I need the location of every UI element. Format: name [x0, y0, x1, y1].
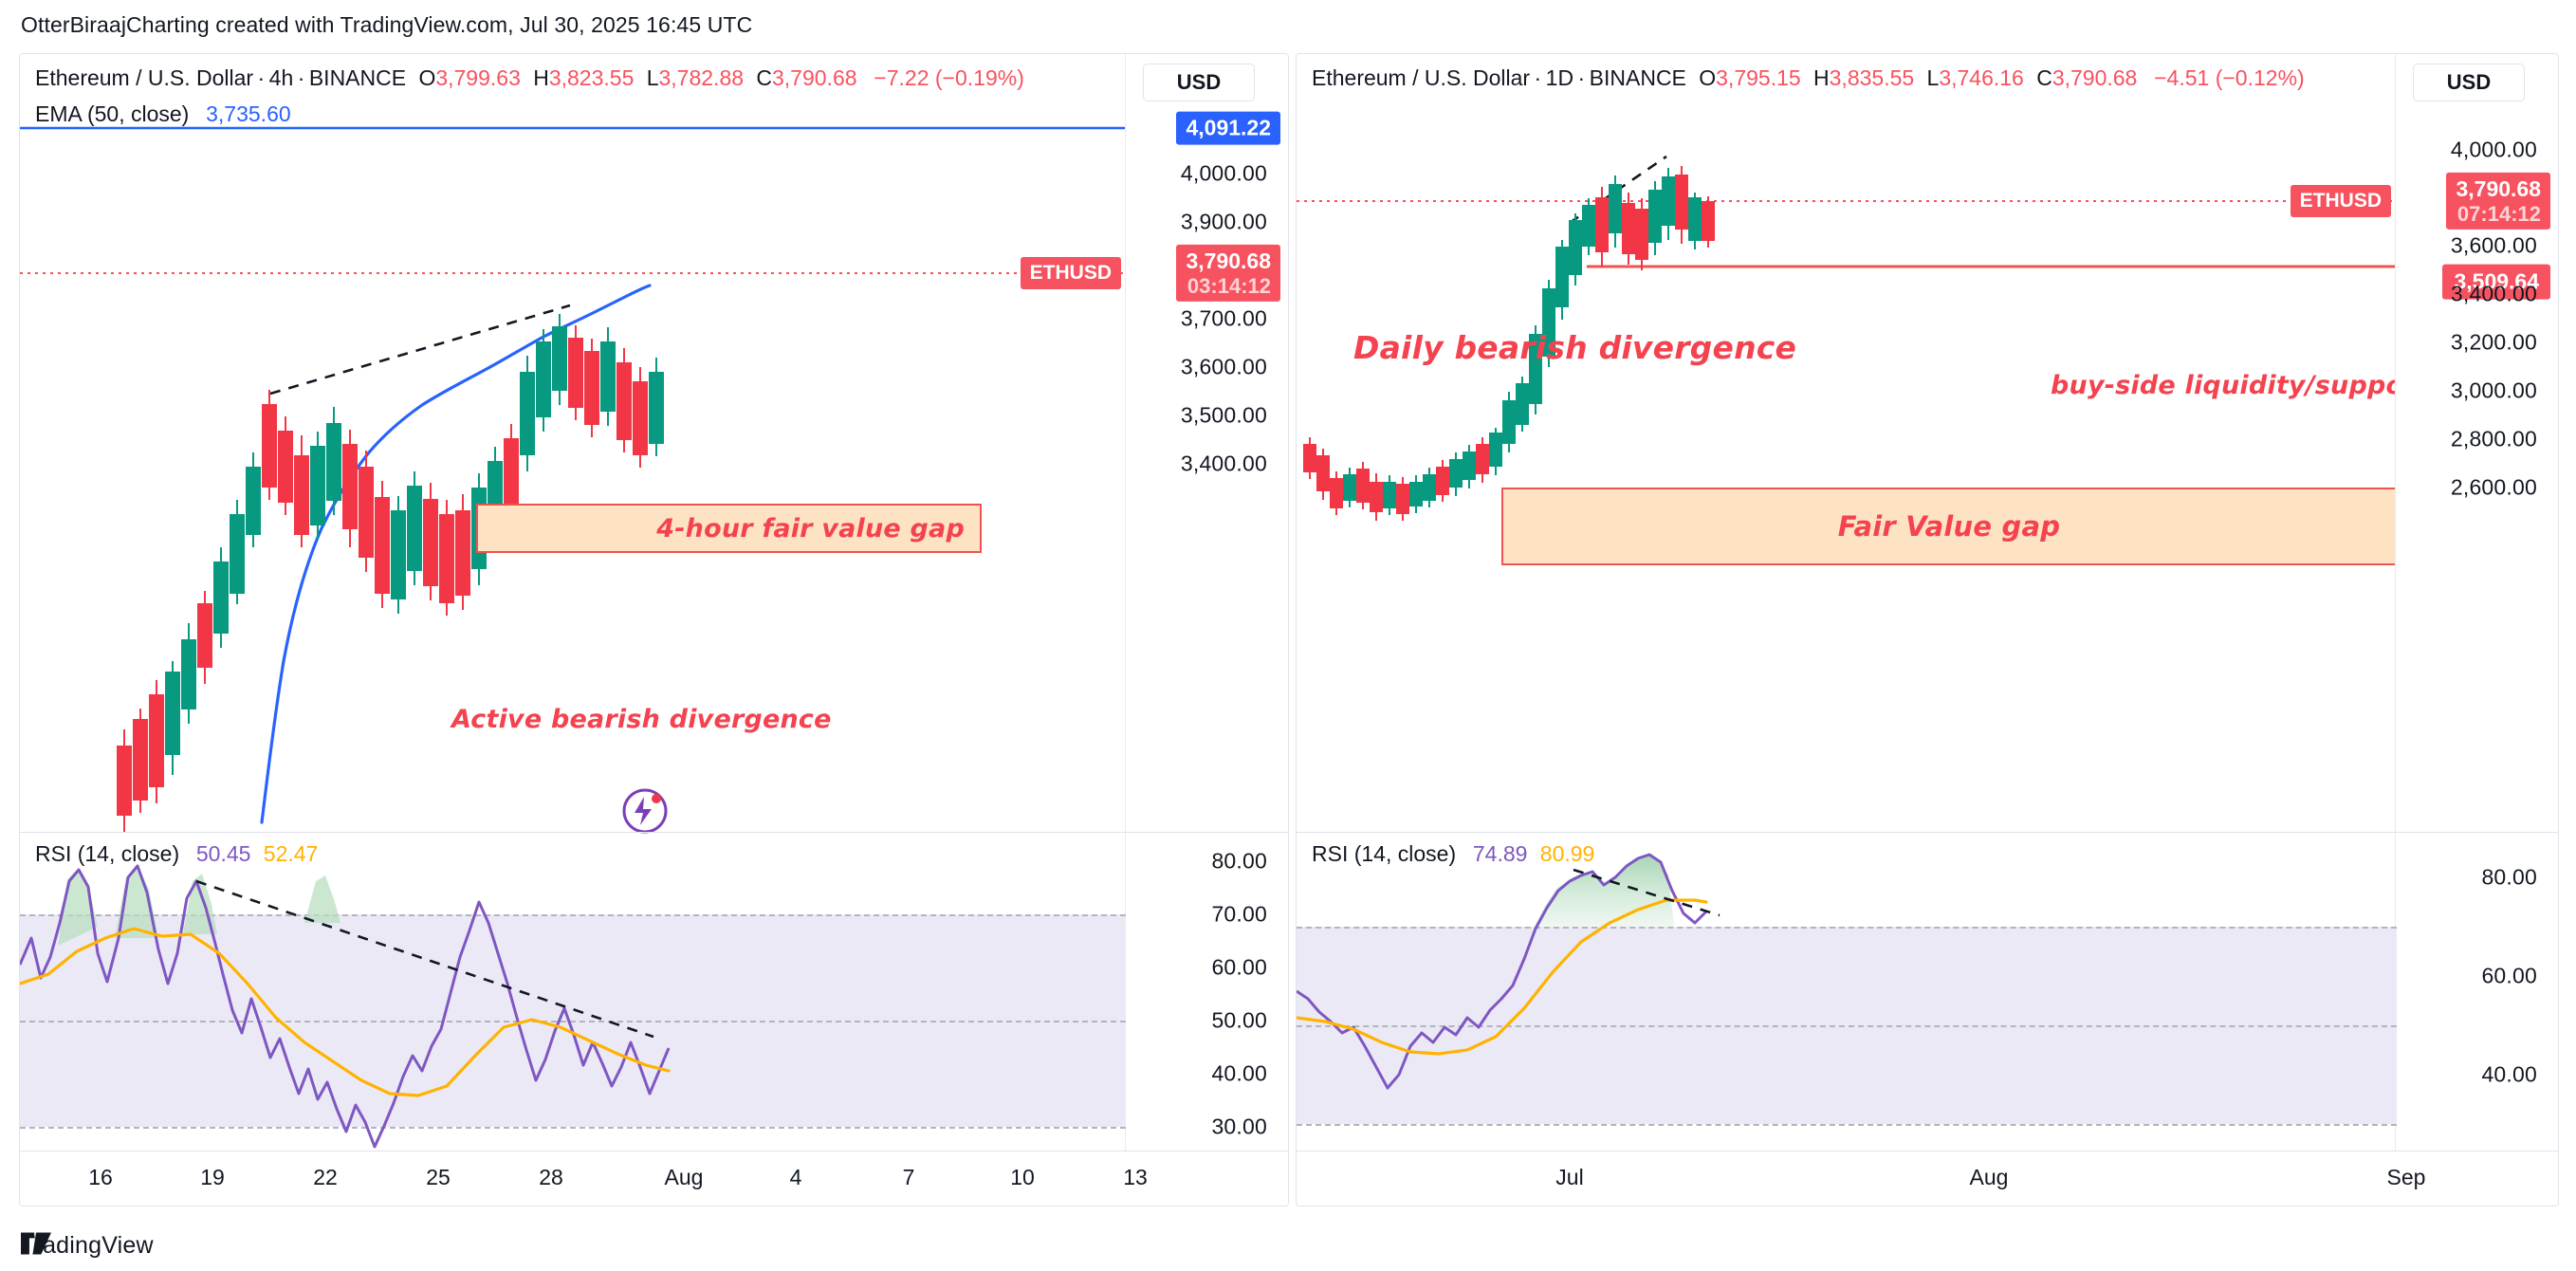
rsi-middle-line-1d [1297, 1025, 2397, 1027]
price-plot-4h [20, 126, 1125, 832]
rsi-plot-1d [1297, 853, 1720, 1090]
symbol-price-flag-1d: ETHUSD [2290, 185, 2391, 217]
price-tick: 3,700.00 [1180, 305, 1267, 331]
rsi-tick: 60.00 [2481, 963, 2537, 988]
bar-countdown: 07:14:12 [2456, 201, 2541, 226]
time-tick: 7 [902, 1165, 915, 1189]
rsi-tick: 30.00 [1211, 1114, 1267, 1139]
chart-pane-4h[interactable]: Ethereum / U.S. Dollar · 4h · BINANCE O3… [19, 53, 1289, 1207]
price-tick: 4,000.00 [1180, 160, 1267, 186]
currency-chip-4h[interactable]: USD [1143, 64, 1255, 101]
price-tick: 3,600.00 [1180, 354, 1267, 379]
currency-chip-1d[interactable]: USD [2413, 64, 2525, 101]
time-tick: Aug [1969, 1165, 2009, 1189]
price-tick: 3,000.00 [2450, 378, 2537, 403]
rsi-tick: 70.00 [1211, 901, 1267, 927]
bar-countdown: 03:14:12 [1187, 273, 1271, 298]
rsi-tick: 80.00 [2481, 864, 2537, 890]
time-tick: 19 [200, 1165, 225, 1189]
last-price-badge-4h: 3,790.68 03:14:12 [1176, 244, 1280, 303]
ema-price-badge-4h: 4,091.22 [1176, 111, 1280, 145]
price-tick: 3,400.00 [2450, 281, 2537, 306]
footer-branding[interactable]: TradingView [21, 1232, 154, 1260]
pane-divider-1d[interactable] [1297, 832, 2558, 833]
time-tick: Sep [2386, 1165, 2426, 1189]
fair-value-gap-box-1d: Fair Value gap [1501, 488, 2397, 565]
fair-value-gap-label-4h: 4-hour fair value gap [656, 513, 965, 543]
time-tick: 25 [426, 1165, 451, 1189]
rsi-tick: 40.00 [1211, 1060, 1267, 1086]
price-tick: 3,500.00 [1180, 402, 1267, 428]
rsi-overbought-line-4h [20, 914, 1126, 916]
price-tick: 2,800.00 [2450, 426, 2537, 451]
price-tick: 2,600.00 [2450, 474, 2537, 500]
buy-side-liquidity-label: buy-side liquidity/support [2051, 371, 2429, 400]
time-tick: 13 [1123, 1165, 1148, 1189]
attribution-text: OtterBiraajCharting created with Trading… [21, 12, 753, 37]
time-tick: 10 [1010, 1165, 1035, 1189]
pane-divider-4h[interactable] [20, 832, 1288, 833]
rsi-oversold-line-4h [20, 1127, 1126, 1129]
rsi-oversold-line-1d [1297, 1124, 2397, 1126]
fair-value-gap-label-1d: Fair Value gap [1837, 510, 2061, 543]
price-tick: 3,600.00 [2450, 232, 2537, 258]
time-axis-4h[interactable]: 16 19 22 25 28 Aug 4 7 10 13 [20, 1151, 1288, 1206]
time-tick: 16 [88, 1165, 113, 1189]
price-tick: 3,900.00 [1180, 209, 1267, 234]
time-axis-1d[interactable]: Jul Aug Sep [1297, 1151, 2558, 1206]
price-plot-1d [1297, 155, 2397, 521]
time-tick: 28 [539, 1165, 563, 1189]
rsi-tick: 40.00 [2481, 1061, 2537, 1087]
chart-pane-1d[interactable]: Ethereum / U.S. Dollar · 1D · BINANCE O3… [1296, 53, 2559, 1207]
tradingview-spark-icon [622, 788, 668, 834]
symbol-price-flag-4h: ETHUSD [1020, 257, 1121, 289]
price-scale-4h[interactable]: USD 4,091.22 4,000.00 3,900.00 3,790.68 … [1125, 54, 1288, 1206]
daily-bearish-divergence-label: Daily bearish divergence [1353, 329, 1797, 366]
last-price-value: 3,790.68 [2456, 175, 2541, 201]
tradingview-logo-icon [21, 1232, 51, 1255]
support-price-badge-1d: 3,509.64 [2442, 264, 2550, 300]
rsi-overbought-line-1d [1297, 927, 2397, 929]
time-tick: 22 [313, 1165, 338, 1189]
last-price-badge-1d: 3,790.68 07:14:12 [2446, 172, 2550, 230]
rsi-tick: 60.00 [1211, 954, 1267, 980]
price-tick: 3,200.00 [2450, 329, 2537, 355]
rsi-middle-line-4h [20, 1021, 1126, 1022]
time-tick: Jul [1555, 1165, 1584, 1189]
price-tick: 4,000.00 [2450, 137, 2537, 162]
fair-value-gap-box-4h: 4-hour fair value gap [476, 504, 982, 553]
rsi-plot-4h [20, 864, 671, 1149]
active-bearish-divergence-label: Active bearish divergence [451, 705, 832, 734]
time-tick: 4 [789, 1165, 802, 1189]
time-tick: Aug [664, 1165, 704, 1189]
rsi-tick: 80.00 [1211, 848, 1267, 874]
price-scale-1d[interactable]: USD 4,000.00 3,790.68 07:14:12 3,600.00 … [2395, 54, 2558, 1206]
price-tick: 3,400.00 [1180, 451, 1267, 476]
rsi-tick: 50.00 [1211, 1007, 1267, 1033]
last-price-value: 3,790.68 [1186, 248, 1271, 273]
